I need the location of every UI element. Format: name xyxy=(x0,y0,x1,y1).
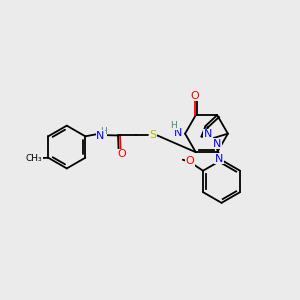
Text: S: S xyxy=(149,130,156,140)
Text: N: N xyxy=(204,129,212,139)
Text: N: N xyxy=(173,128,182,138)
Text: O: O xyxy=(186,156,195,166)
Text: H: H xyxy=(100,127,106,136)
Text: O: O xyxy=(190,91,199,101)
Text: O: O xyxy=(117,149,126,160)
Text: N: N xyxy=(214,154,223,164)
Text: H: H xyxy=(170,121,177,130)
Text: N: N xyxy=(96,131,105,141)
Text: N: N xyxy=(213,139,221,149)
Text: CH₃: CH₃ xyxy=(26,154,42,163)
